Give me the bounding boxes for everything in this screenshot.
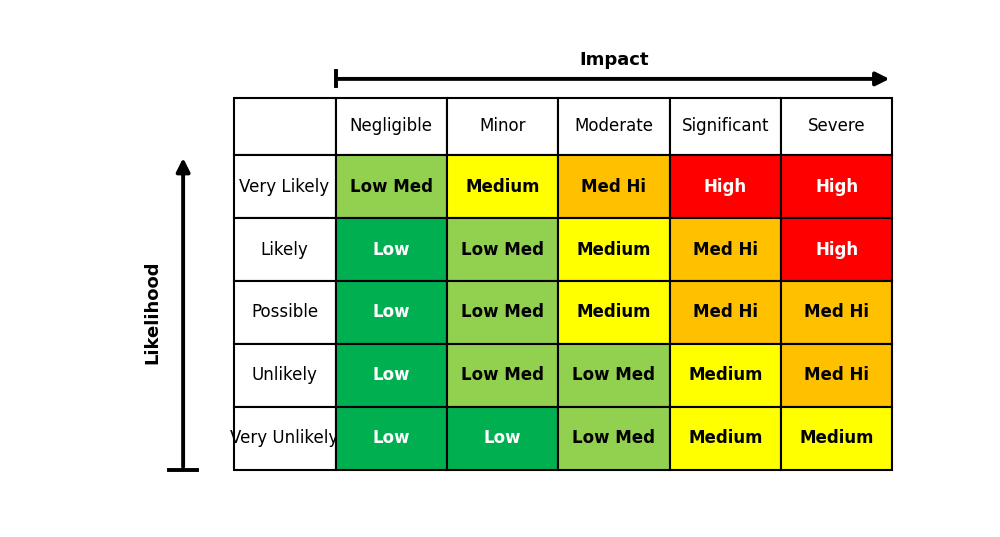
Bar xyxy=(781,281,892,344)
Bar xyxy=(447,218,558,281)
Bar xyxy=(781,218,892,281)
Text: Low: Low xyxy=(373,303,410,322)
Text: Negligible: Negligible xyxy=(350,118,433,135)
Text: Med Hi: Med Hi xyxy=(804,303,869,322)
Bar xyxy=(336,344,447,407)
Bar xyxy=(336,155,447,218)
Bar xyxy=(558,155,670,218)
Bar xyxy=(234,407,336,470)
Text: Med Hi: Med Hi xyxy=(693,241,758,258)
Text: Severe: Severe xyxy=(808,118,865,135)
Bar xyxy=(558,344,670,407)
Text: Medium: Medium xyxy=(577,241,651,258)
Text: Low: Low xyxy=(373,366,410,384)
Text: Low: Low xyxy=(484,429,521,447)
Bar xyxy=(558,98,670,155)
Bar xyxy=(670,281,781,344)
Text: Unlikely: Unlikely xyxy=(252,366,317,384)
Text: Possible: Possible xyxy=(251,303,318,322)
Text: Low Med: Low Med xyxy=(461,241,544,258)
Text: Medium: Medium xyxy=(688,429,763,447)
Text: Low Med: Low Med xyxy=(572,429,655,447)
Text: Low Med: Low Med xyxy=(350,178,433,195)
Text: Medium: Medium xyxy=(577,303,651,322)
Text: Significant: Significant xyxy=(682,118,769,135)
Bar xyxy=(670,98,781,155)
Text: Medium: Medium xyxy=(465,178,540,195)
Bar xyxy=(781,98,892,155)
Bar xyxy=(336,218,447,281)
Text: Med Hi: Med Hi xyxy=(693,303,758,322)
Text: High: High xyxy=(815,241,858,258)
Text: Med Hi: Med Hi xyxy=(804,366,869,384)
Bar xyxy=(781,344,892,407)
Bar xyxy=(234,344,336,407)
Bar xyxy=(336,407,447,470)
Bar xyxy=(670,155,781,218)
Bar xyxy=(336,98,447,155)
Text: Medium: Medium xyxy=(688,366,763,384)
Bar xyxy=(234,98,336,155)
Text: Low Med: Low Med xyxy=(461,366,544,384)
Bar xyxy=(670,407,781,470)
Text: Low Med: Low Med xyxy=(461,303,544,322)
Bar xyxy=(558,407,670,470)
Bar xyxy=(781,155,892,218)
Bar xyxy=(447,407,558,470)
Bar xyxy=(670,344,781,407)
Text: Very Likely: Very Likely xyxy=(239,178,330,195)
Bar xyxy=(447,98,558,155)
Text: High: High xyxy=(815,178,858,195)
Bar xyxy=(447,281,558,344)
Bar xyxy=(234,155,336,218)
Bar xyxy=(447,344,558,407)
Text: Low: Low xyxy=(373,241,410,258)
Text: Medium: Medium xyxy=(799,429,874,447)
Text: Moderate: Moderate xyxy=(574,118,653,135)
Text: Low Med: Low Med xyxy=(572,366,655,384)
Bar xyxy=(336,281,447,344)
Text: Very Unlikely: Very Unlikely xyxy=(230,429,339,447)
Text: Impact: Impact xyxy=(579,50,649,69)
Bar xyxy=(558,281,670,344)
Bar xyxy=(447,155,558,218)
Text: Low: Low xyxy=(373,429,410,447)
Bar xyxy=(234,281,336,344)
Text: Med Hi: Med Hi xyxy=(581,178,646,195)
Text: Minor: Minor xyxy=(479,118,526,135)
Bar xyxy=(558,218,670,281)
Text: Likely: Likely xyxy=(261,241,308,258)
Bar xyxy=(781,407,892,470)
Bar xyxy=(234,218,336,281)
Text: High: High xyxy=(704,178,747,195)
Text: Likelihood: Likelihood xyxy=(143,260,161,364)
Bar xyxy=(670,218,781,281)
